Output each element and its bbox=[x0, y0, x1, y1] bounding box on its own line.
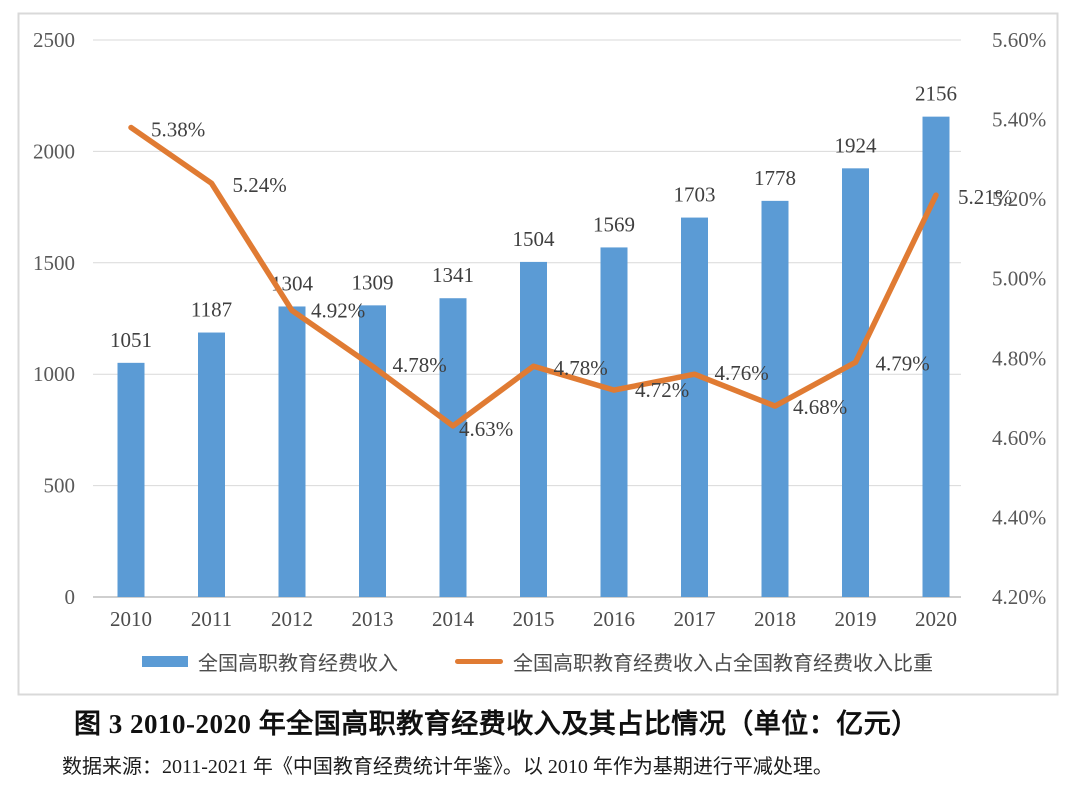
legend: 全国高职教育经费收入 全国高职教育经费收入占全国教育经费收入比重 bbox=[0, 648, 1080, 676]
right-axis-tick: 4.60% bbox=[992, 426, 1046, 450]
bar-value-label: 1309 bbox=[352, 270, 394, 294]
bar-value-label: 1187 bbox=[191, 298, 232, 322]
right-axis-tick: 4.80% bbox=[992, 346, 1046, 370]
line-point-label: 5.38% bbox=[151, 118, 205, 142]
income-bar-2019 bbox=[842, 168, 869, 597]
line-point-label: 4.72% bbox=[635, 378, 689, 402]
line-point-label: 5.24% bbox=[233, 173, 287, 197]
right-axis-tick: 5.20% bbox=[992, 187, 1046, 211]
bar-value-label: 1504 bbox=[513, 227, 556, 251]
left-axis-tick: 0 bbox=[65, 585, 76, 609]
right-axis-tick: 4.20% bbox=[992, 585, 1046, 609]
right-axis-tick: 5.00% bbox=[992, 267, 1046, 291]
income-bar-2015 bbox=[520, 261, 547, 597]
bar-value-label: 1703 bbox=[674, 183, 716, 207]
figure-caption: 图 3 2010-2020 年全国高职教育经费收入及其占比情况（单位：亿元） bbox=[74, 709, 919, 739]
income-bar-2010 bbox=[117, 362, 145, 597]
legend-label-income-bars: 全国高职教育经费收入 bbox=[198, 652, 398, 675]
right-axis-tick: 5.60% bbox=[992, 28, 1046, 52]
income-bar-2016 bbox=[600, 247, 628, 597]
income-bar-2011 bbox=[198, 332, 225, 597]
line-point-label: 5.21% bbox=[958, 185, 1012, 209]
income-bar-2013 bbox=[359, 305, 386, 597]
line-point-label: 4.68% bbox=[793, 395, 847, 419]
income-bar-2012 bbox=[278, 306, 306, 597]
right-axis-tick: 4.40% bbox=[992, 505, 1046, 529]
left-axis-tick: 2000 bbox=[33, 139, 75, 163]
left-axis-tick: 1500 bbox=[33, 251, 75, 275]
bar-value-label: 1341 bbox=[432, 263, 474, 287]
legend-item-income-bars: 全国高职教育经费收入 bbox=[142, 648, 398, 675]
line-point-label: 4.78% bbox=[393, 353, 447, 377]
year-label: 2015 bbox=[513, 607, 555, 631]
bar-value-label: 2156 bbox=[915, 82, 957, 106]
year-label: 2012 bbox=[271, 607, 313, 631]
year-label: 2010 bbox=[110, 607, 152, 631]
bar-value-label: 1778 bbox=[754, 166, 796, 190]
year-label: 2011 bbox=[191, 607, 232, 631]
line-point-label: 4.63% bbox=[459, 417, 513, 441]
right-axis-tick: 5.40% bbox=[992, 108, 1046, 132]
bar-value-label: 1924 bbox=[835, 133, 878, 157]
year-label: 2017 bbox=[674, 607, 716, 631]
left-axis-tick: 2500 bbox=[33, 28, 75, 52]
legend-label-share-line: 全国高职教育经费收入占全国教育经费收入比重 bbox=[513, 652, 933, 675]
figure-source-note: 数据来源：2011-2021 年《中国教育经费统计年鉴》。以 2010 年作为基… bbox=[62, 756, 833, 778]
income-bar-2014 bbox=[439, 298, 467, 597]
left-axis-tick: 500 bbox=[44, 474, 76, 498]
bar-value-label: 1569 bbox=[593, 212, 635, 236]
year-label: 2014 bbox=[432, 607, 475, 631]
year-label: 2018 bbox=[754, 607, 796, 631]
year-label: 2020 bbox=[915, 607, 957, 631]
bar-series-swatch bbox=[142, 655, 188, 667]
year-label: 2013 bbox=[352, 607, 394, 631]
bar-value-label: 1051 bbox=[110, 328, 152, 352]
income-bar-2017 bbox=[681, 217, 708, 597]
line-point-label: 4.78% bbox=[554, 356, 608, 380]
year-label: 2016 bbox=[593, 607, 635, 631]
chart-frame-border bbox=[17, 12, 1059, 696]
left-axis-tick: 1000 bbox=[33, 362, 75, 386]
share-line bbox=[128, 124, 939, 429]
line-series-swatch bbox=[455, 658, 503, 664]
line-point-label: 4.79% bbox=[876, 351, 930, 375]
line-point-label: 4.92% bbox=[311, 299, 365, 323]
combo-chart: 0 500 1000 1500 2000 2500 4.20% 4.40% 4.60% 4.80%… bbox=[17, 12, 1059, 696]
year-label: 2019 bbox=[835, 607, 877, 631]
legend-item-share-line: 全国高职教育经费收入占全国教育经费收入比重 bbox=[455, 648, 933, 675]
line-point-label: 4.76% bbox=[715, 361, 769, 385]
